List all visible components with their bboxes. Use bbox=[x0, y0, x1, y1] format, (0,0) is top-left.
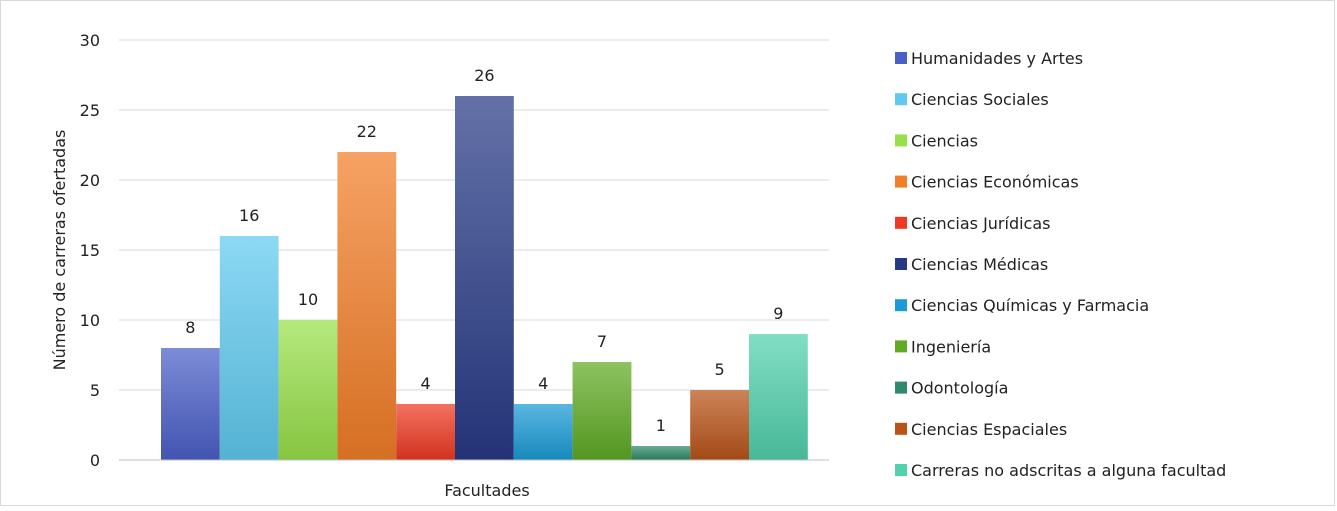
data-label: 4 bbox=[538, 374, 548, 393]
data-label: 10 bbox=[298, 290, 318, 309]
y-axis-title: Número de carreras ofertadas bbox=[50, 130, 69, 371]
legend-label: Ciencias Químicas y Farmacia bbox=[911, 296, 1149, 315]
legend-item: Ciencias bbox=[895, 131, 978, 150]
data-label: 16 bbox=[239, 206, 259, 225]
legend-label: Ciencias bbox=[911, 131, 978, 150]
legend-swatch bbox=[895, 340, 907, 353]
bar-ciencias bbox=[278, 320, 338, 460]
legend-item: Carreras no adscritas a alguna facultad bbox=[895, 461, 1226, 480]
y-tick-label: 0 bbox=[90, 451, 100, 470]
bars bbox=[161, 96, 808, 460]
legend-label: Ingeniería bbox=[911, 337, 991, 356]
legend-label: Humanidades y Artes bbox=[911, 49, 1083, 68]
data-label: 4 bbox=[421, 374, 431, 393]
y-tick-label: 10 bbox=[80, 311, 100, 330]
bar-carreras-no-adscritas-a-alguna-facultad bbox=[749, 334, 808, 460]
legend-item: Ciencias Médicas bbox=[895, 255, 1048, 274]
data-label: 22 bbox=[357, 122, 377, 141]
legend-label: Ciencias Sociales bbox=[911, 90, 1049, 109]
legend-label: Ciencias Espaciales bbox=[911, 420, 1067, 439]
bar-odontolog-a bbox=[631, 446, 691, 460]
legend: Humanidades y Artes Ciencias Sociales Cien… bbox=[895, 49, 1226, 480]
legend-swatch bbox=[895, 422, 907, 435]
data-label: 8 bbox=[185, 318, 195, 337]
x-axis-title: Facultades bbox=[444, 481, 529, 500]
legend-item: Ciencias Espaciales bbox=[895, 420, 1067, 439]
bar-ciencias-m-dicas bbox=[455, 96, 514, 460]
data-label: 26 bbox=[474, 66, 494, 85]
legend-item: Ciencias Económicas bbox=[895, 173, 1079, 192]
legend-swatch bbox=[895, 175, 907, 188]
legend-item: Ciencias Sociales bbox=[895, 90, 1049, 109]
legend-label: Carreras no adscritas a alguna facultad bbox=[911, 461, 1226, 480]
legend-swatch bbox=[895, 381, 907, 394]
data-label: 9 bbox=[773, 304, 783, 323]
data-label: 5 bbox=[715, 360, 725, 379]
legend-swatch bbox=[895, 299, 907, 312]
bar-ciencias-espaciales bbox=[690, 390, 749, 460]
y-tick-label: 20 bbox=[80, 171, 100, 190]
bar-ciencias-jur-dicas bbox=[396, 404, 455, 460]
legend-label: Ciencias Económicas bbox=[911, 173, 1079, 192]
legend-label: Odontología bbox=[911, 379, 1008, 398]
bar-ingenier-a bbox=[572, 362, 632, 460]
data-labels: 8 16 10 22 4 26 4 7 1 5 9 bbox=[185, 66, 783, 435]
legend-item: Ciencias Químicas y Farmacia bbox=[895, 296, 1149, 315]
y-axis-ticks: 0 5 10 15 20 25 30 bbox=[80, 31, 100, 470]
y-tick-label: 5 bbox=[90, 381, 100, 400]
legend-item: Ciencias Jurídicas bbox=[895, 214, 1051, 233]
legend-label: Ciencias Jurídicas bbox=[911, 214, 1051, 233]
bar-ciencias-qu-micas-y-farmacia bbox=[513, 404, 573, 460]
legend-item: Odontología bbox=[895, 379, 1008, 398]
legend-swatch bbox=[895, 52, 907, 64]
bar-humanidades-y-artes bbox=[161, 348, 220, 460]
legend-swatch bbox=[895, 93, 907, 106]
legend-item: Humanidades y Artes bbox=[895, 49, 1083, 68]
legend-item: Ingeniería bbox=[895, 337, 991, 356]
y-tick-label: 15 bbox=[80, 241, 100, 260]
legend-swatch bbox=[895, 216, 907, 229]
data-label: 7 bbox=[597, 332, 607, 351]
bar-ciencias-sociales bbox=[219, 236, 279, 460]
y-tick-label: 30 bbox=[80, 31, 100, 50]
legend-swatch bbox=[895, 258, 907, 270]
legend-label: Ciencias Médicas bbox=[911, 255, 1048, 274]
bar-ciencias-econ-micas bbox=[337, 152, 397, 460]
legend-swatch bbox=[895, 464, 907, 476]
y-tick-label: 25 bbox=[80, 101, 100, 120]
legend-swatch bbox=[895, 134, 907, 147]
data-label: 1 bbox=[656, 416, 666, 435]
